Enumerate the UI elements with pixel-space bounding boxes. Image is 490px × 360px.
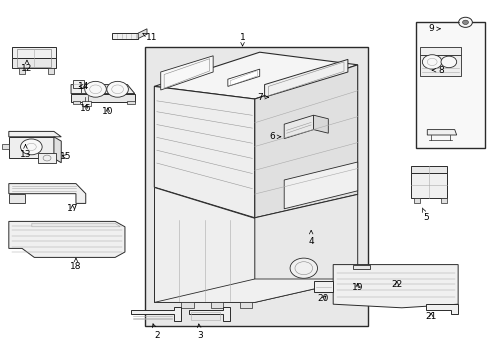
- Circle shape: [459, 17, 472, 27]
- Polygon shape: [284, 115, 314, 139]
- Polygon shape: [265, 59, 348, 97]
- Circle shape: [422, 55, 442, 69]
- Polygon shape: [228, 69, 260, 86]
- Polygon shape: [2, 144, 9, 149]
- Polygon shape: [353, 265, 370, 269]
- Polygon shape: [240, 302, 252, 308]
- Text: 12: 12: [21, 60, 33, 73]
- Polygon shape: [154, 187, 255, 302]
- Text: 8: 8: [432, 66, 444, 75]
- Polygon shape: [131, 307, 181, 321]
- Text: 21: 21: [425, 312, 437, 321]
- Text: 10: 10: [102, 107, 114, 116]
- Polygon shape: [161, 56, 213, 90]
- Text: 5: 5: [422, 208, 429, 222]
- Text: 3: 3: [197, 324, 203, 340]
- Text: 1: 1: [240, 33, 245, 46]
- Circle shape: [21, 139, 42, 155]
- Polygon shape: [411, 173, 447, 198]
- Polygon shape: [112, 33, 138, 39]
- Polygon shape: [154, 52, 358, 99]
- Circle shape: [85, 81, 106, 97]
- Polygon shape: [9, 184, 86, 203]
- Polygon shape: [211, 302, 223, 308]
- Polygon shape: [9, 221, 125, 257]
- Polygon shape: [12, 47, 56, 58]
- Polygon shape: [181, 302, 194, 308]
- Polygon shape: [48, 68, 54, 74]
- Polygon shape: [9, 194, 24, 203]
- Circle shape: [290, 258, 318, 278]
- Polygon shape: [420, 47, 461, 55]
- Polygon shape: [426, 304, 458, 314]
- Polygon shape: [314, 281, 333, 292]
- Polygon shape: [32, 223, 120, 227]
- Text: 6: 6: [269, 132, 281, 141]
- Text: 17: 17: [67, 204, 78, 213]
- Bar: [17, 49, 51, 67]
- Text: 16: 16: [80, 104, 92, 112]
- Polygon shape: [414, 198, 420, 203]
- Bar: [416, 22, 485, 148]
- Bar: [145, 47, 368, 326]
- Polygon shape: [427, 130, 457, 135]
- Text: 13: 13: [20, 145, 31, 159]
- Polygon shape: [255, 194, 358, 302]
- Polygon shape: [420, 55, 461, 76]
- Polygon shape: [71, 85, 135, 94]
- Text: 2: 2: [152, 324, 160, 340]
- Polygon shape: [441, 198, 447, 203]
- Text: 20: 20: [318, 294, 329, 303]
- Text: 19: 19: [352, 283, 364, 292]
- Polygon shape: [333, 265, 458, 308]
- Polygon shape: [255, 65, 358, 218]
- Polygon shape: [154, 86, 255, 218]
- Polygon shape: [411, 166, 447, 173]
- Polygon shape: [284, 162, 358, 209]
- Circle shape: [441, 56, 457, 68]
- Circle shape: [107, 81, 128, 97]
- Text: 4: 4: [308, 230, 314, 246]
- Polygon shape: [12, 58, 56, 68]
- Text: 14: 14: [77, 82, 89, 91]
- Polygon shape: [138, 29, 147, 39]
- Text: 22: 22: [392, 280, 402, 289]
- Polygon shape: [38, 153, 56, 163]
- Polygon shape: [54, 137, 61, 163]
- Polygon shape: [189, 307, 230, 321]
- Polygon shape: [82, 101, 91, 106]
- Text: 7: 7: [257, 93, 269, 102]
- Polygon shape: [73, 80, 84, 88]
- Bar: [191, 312, 220, 320]
- Text: 15: 15: [60, 152, 72, 161]
- Polygon shape: [390, 271, 411, 283]
- Text: 11: 11: [143, 33, 158, 42]
- Polygon shape: [154, 279, 358, 302]
- Polygon shape: [127, 101, 135, 104]
- Polygon shape: [9, 131, 61, 137]
- Polygon shape: [19, 68, 25, 74]
- Polygon shape: [9, 137, 54, 158]
- Polygon shape: [73, 101, 80, 104]
- Text: 18: 18: [70, 258, 82, 271]
- Polygon shape: [71, 94, 135, 102]
- Text: 9: 9: [428, 24, 440, 33]
- Polygon shape: [314, 115, 328, 133]
- Circle shape: [463, 20, 468, 24]
